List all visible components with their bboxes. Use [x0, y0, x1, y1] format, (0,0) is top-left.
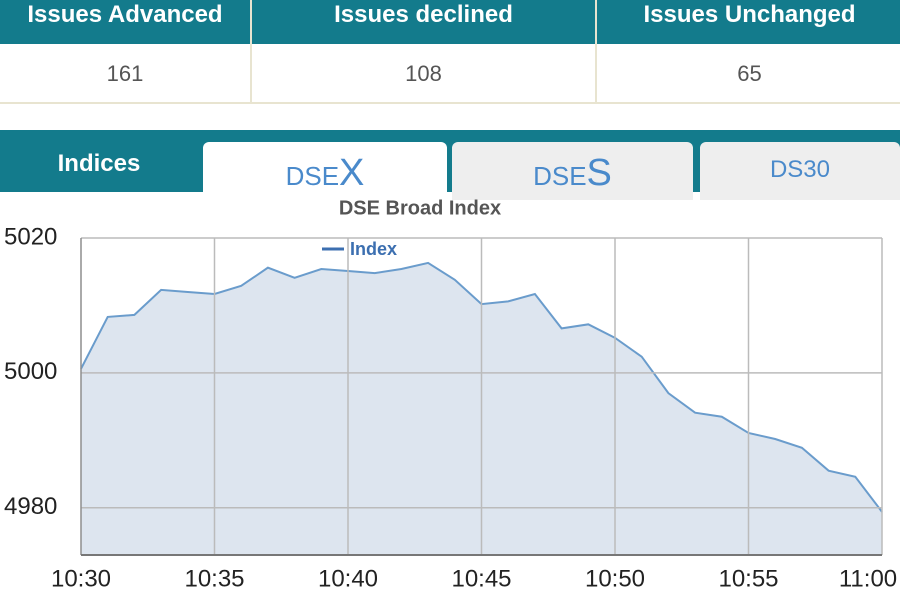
cell: 65 [597, 44, 900, 102]
x-tick-label: 10:30 [51, 565, 111, 592]
table-row: 161 108 65 [0, 44, 900, 104]
table-header: Issues Advanced Issues declined Issues U… [0, 0, 900, 44]
legend-label: Index [350, 239, 397, 259]
header-cell: Issues Advanced [0, 0, 252, 44]
x-tick-label: 10:45 [451, 565, 511, 592]
tab[interactable]: DS30 [700, 142, 900, 200]
x-tick-label: 10:50 [585, 565, 645, 592]
tab-label: S [586, 152, 612, 194]
y-tick-label: 5000 [4, 358, 57, 385]
x-tick-label: 10:40 [318, 565, 378, 592]
x-tick-label: 10:55 [718, 565, 778, 592]
header-cell: Issues declined [252, 0, 597, 44]
y-tick-label: 5020 [4, 223, 57, 250]
x-tick-label: 11:00 [839, 565, 897, 592]
tab[interactable]: DSES [452, 142, 693, 200]
tab-label: DSE [285, 161, 340, 191]
header-cell: Issues Unchanged [597, 0, 900, 44]
y-tick-label: 4980 [4, 493, 57, 520]
tab[interactable]: Indices [57, 150, 141, 177]
cell: 108 [252, 44, 597, 102]
chart-title: DSE Broad Index [339, 197, 501, 219]
x-tick-label: 10:35 [184, 565, 244, 592]
tab[interactable]: DSEX [203, 142, 447, 204]
tab-label: X [339, 152, 365, 194]
tab-label: DSE [533, 161, 587, 191]
cell: 161 [0, 44, 252, 102]
